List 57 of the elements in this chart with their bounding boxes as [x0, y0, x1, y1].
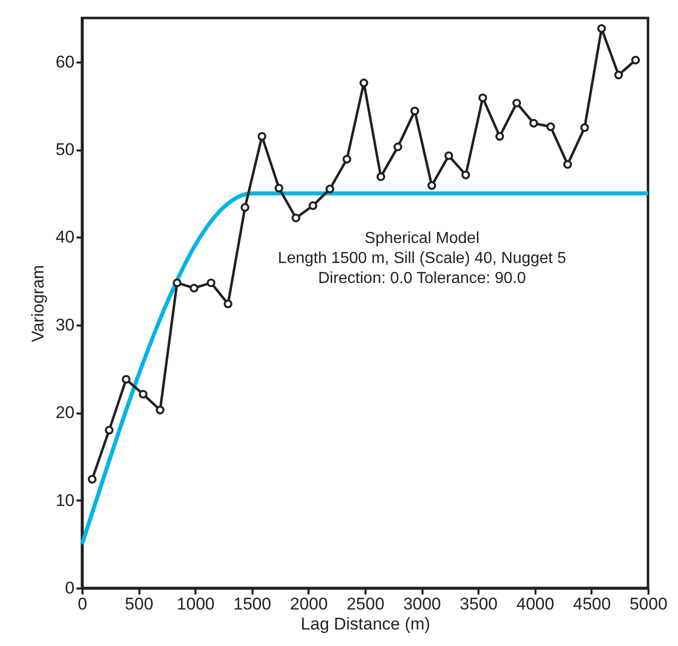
x-tick-label: 4500	[572, 594, 611, 614]
point	[495, 132, 504, 141]
line-series	[80, 191, 650, 546]
point	[546, 122, 555, 132]
point	[512, 98, 522, 108]
point	[326, 184, 334, 194]
point	[122, 374, 130, 384]
annotation: Spherical Model	[364, 230, 480, 247]
x-tick-label: 1000	[176, 594, 215, 614]
point	[88, 474, 97, 484]
point	[308, 201, 318, 210]
x-tick-label: 3500	[460, 594, 498, 614]
point	[427, 181, 436, 190]
point	[190, 284, 198, 292]
point	[206, 278, 216, 288]
point	[138, 390, 148, 399]
point	[274, 184, 284, 192]
point	[580, 123, 589, 132]
y-tick-label: 40	[56, 228, 74, 247]
y-tick-label: 0	[65, 578, 74, 598]
x-axis-title: Lag Distance (m)	[300, 614, 430, 634]
y-tick-label: 50	[56, 140, 74, 160]
x-tick-label: 0	[78, 594, 88, 614]
point	[172, 278, 182, 288]
point	[529, 118, 538, 128]
x-tick-label: 1500	[233, 594, 272, 614]
point	[597, 24, 606, 33]
point	[614, 70, 623, 80]
annotation: Length 1500 m, Sill (Scale) 40, Nugget 5	[278, 250, 566, 267]
point	[342, 154, 352, 164]
y-tick-label: 60	[56, 52, 74, 72]
point	[258, 132, 266, 141]
y-axis-title: Variogram	[28, 264, 48, 342]
point	[376, 172, 386, 182]
annotation: Direction: 0.0 Tolerance: 90.0	[318, 270, 526, 287]
x-tick-label: 2500	[346, 594, 384, 614]
x-tick-label: 3000	[403, 594, 442, 614]
point	[563, 160, 572, 169]
point	[393, 142, 402, 152]
x-tick-label: 4000	[516, 594, 554, 614]
y-tick-label: 30	[56, 315, 74, 334]
x-tick-label: 2000	[290, 594, 328, 614]
point	[224, 300, 232, 308]
point	[156, 406, 164, 414]
point	[410, 106, 420, 116]
point	[461, 170, 470, 180]
point	[360, 78, 368, 88]
point	[240, 203, 250, 212]
x-tick-label: 5000	[630, 594, 668, 614]
point	[104, 426, 114, 434]
y-tick-label: 10	[56, 490, 74, 510]
point	[478, 93, 488, 102]
point	[631, 56, 640, 64]
point	[444, 151, 454, 160]
point	[292, 214, 300, 222]
y-tick-label: 20	[56, 403, 74, 422]
x-tick-label: 500	[124, 594, 154, 614]
